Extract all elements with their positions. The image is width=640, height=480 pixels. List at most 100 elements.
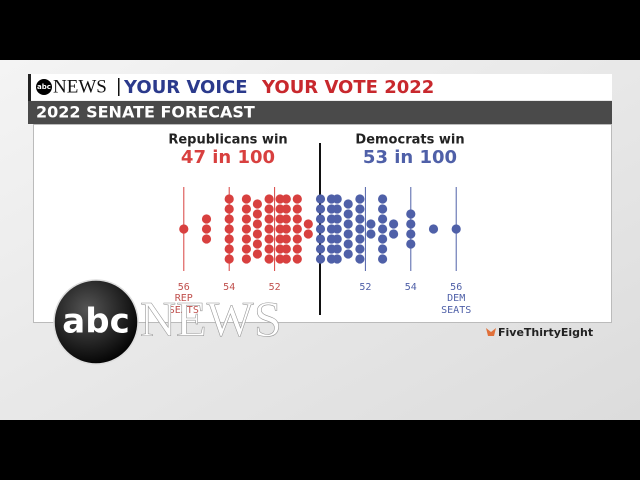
dot (241, 234, 251, 244)
dot (315, 194, 326, 204)
axis-label: REP (175, 293, 193, 304)
dot (355, 244, 365, 254)
dot (264, 224, 274, 234)
dot (343, 209, 353, 219)
chart-panel (33, 124, 612, 323)
dot (343, 199, 353, 209)
dot (241, 254, 251, 264)
dot (201, 224, 212, 234)
dot (332, 234, 342, 244)
dot (252, 219, 262, 229)
dot (378, 244, 388, 254)
dot (315, 224, 326, 234)
segment-title: 2022 SENATE FORECAST (36, 103, 255, 122)
tick-label: 52 (269, 282, 281, 293)
dot (224, 194, 234, 204)
dot-column (179, 224, 189, 234)
dot (332, 204, 342, 214)
title-bar (28, 101, 612, 124)
tick-label: 54 (223, 282, 235, 293)
group-name: Democrats win (355, 133, 464, 148)
dot (332, 194, 342, 204)
dot (252, 229, 262, 239)
axis-label: DEM (447, 293, 465, 304)
dot (389, 219, 399, 229)
dot (343, 239, 353, 249)
dot (355, 214, 365, 224)
dot (315, 214, 326, 224)
dot-column (264, 194, 285, 264)
dot (332, 224, 342, 234)
dot (378, 204, 388, 214)
dot-column (201, 214, 212, 244)
banner-logo: abc (37, 83, 51, 91)
dot (224, 254, 234, 264)
dot (451, 224, 461, 234)
dot (303, 219, 313, 229)
dot (343, 249, 353, 259)
dot (406, 219, 416, 229)
dot (378, 234, 388, 244)
dot (355, 254, 365, 264)
dot (252, 239, 262, 249)
dot (292, 204, 302, 214)
dot (224, 244, 234, 254)
dot (292, 254, 302, 264)
dot (378, 214, 388, 224)
watermark-network: NEWS (140, 290, 282, 346)
dot (406, 209, 416, 219)
dot-column (355, 194, 376, 264)
dot-column (406, 209, 416, 249)
dot-column (332, 194, 353, 264)
dot (241, 214, 251, 224)
dot (264, 254, 274, 264)
dot-column (281, 194, 313, 264)
dot (366, 219, 376, 229)
group-headline: 53 in 100 (363, 147, 457, 168)
dot (355, 204, 365, 214)
dot (378, 224, 388, 234)
dot (224, 214, 234, 224)
dot (281, 204, 291, 214)
dot (292, 214, 302, 224)
source: FiveThirtyEight (498, 326, 593, 339)
axis-label: SEATS (169, 305, 199, 316)
dot (264, 234, 274, 244)
dot (264, 244, 274, 254)
dot (281, 194, 291, 204)
dot (252, 209, 262, 219)
dot (303, 229, 313, 239)
tick-label: 52 (359, 282, 371, 293)
dot (281, 214, 291, 224)
dot (241, 224, 251, 234)
tick-label: 54 (405, 282, 417, 293)
dot (292, 224, 302, 234)
watermark-logo: abc (62, 302, 129, 342)
dot-column (378, 194, 399, 264)
dot-column (224, 194, 234, 264)
dot (281, 244, 291, 254)
dot (281, 224, 291, 234)
dot (264, 214, 274, 224)
dot (281, 254, 291, 264)
dot (201, 234, 212, 244)
watermark-logo-disc (53, 279, 139, 365)
dot (378, 254, 388, 264)
banner-slogan-1: YOUR VOICE (123, 77, 248, 98)
dot (332, 244, 342, 254)
dot (366, 229, 376, 239)
dot (264, 204, 274, 214)
dot (332, 254, 342, 264)
dot (406, 239, 416, 249)
dot (343, 219, 353, 229)
group-name: Republicans win (168, 133, 287, 148)
dot-column (428, 224, 439, 234)
dot-column (241, 194, 262, 264)
banner-divider (118, 78, 120, 96)
axis-label: SEATS (441, 305, 471, 316)
dot (389, 229, 399, 239)
dot (241, 194, 251, 204)
